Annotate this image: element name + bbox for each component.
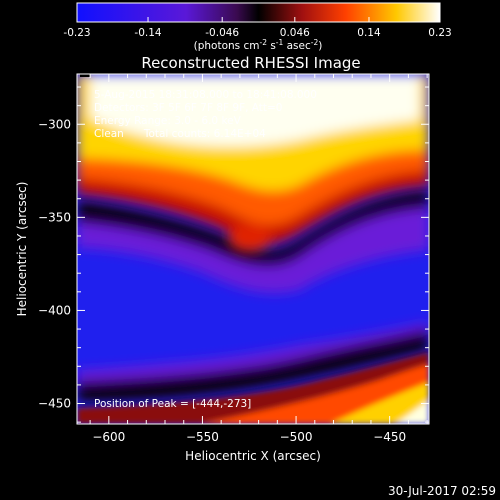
chart-title: Reconstructed RHESSI Image [141, 54, 360, 72]
colorbar-tick-label: 0.14 [357, 27, 381, 39]
annotations: 5-Aug-2015 18:31:08.000 to 18:41:08.000 … [94, 89, 317, 410]
colorbar-unit-label: (photons cm-2 s-1 asec-2) [194, 38, 323, 52]
axis-ticks: −600 −550 −500 −450 −450 −400 −350 −300 [38, 74, 429, 444]
colorbar: -0.23 -0.14 -0.046 0.046 0.14 0.23 (photons c… [63, 2, 452, 52]
heatmap-image [77, 74, 429, 424]
colorbar-ticks: -0.23 -0.14 -0.046 0.046 0.14 0.23 [63, 17, 452, 39]
x-tick-label: −500 [280, 430, 313, 444]
time-range-text: 5-Aug-2015 18:31:08.000 to 18:41:08.000 [94, 89, 317, 101]
clean-counts-text: Clean Total counts: 6.14E+04 [94, 128, 266, 140]
y-tick-label: −450 [38, 397, 71, 411]
colorbar-tick-label: 0.23 [428, 27, 451, 39]
map-top-emission-white [90, 74, 420, 147]
x-tick-label: −550 [186, 430, 219, 444]
map-bottom-emission-yellow [330, 382, 429, 424]
map-purple-band-upper [77, 205, 429, 294]
energy-range-text: Energy Range: 3.0 - 6.0 keV [94, 115, 242, 127]
peak-position-text: Position of Peak = [-444,-273] [94, 398, 251, 410]
map-bottom-emission-white [395, 400, 429, 424]
colorbar-tick-label: -0.046 [205, 27, 239, 39]
plot-frame [76, 73, 430, 425]
map-dark-valley-lower [77, 330, 429, 402]
colorbar-tick-label: 0.046 [280, 27, 310, 39]
detectors-text: Detectors: 3F 5F 6F 7F 8F 9F, Att=0 [94, 102, 283, 114]
y-tick-label: −350 [38, 210, 71, 224]
x-tick-label: −450 [373, 430, 406, 444]
colorbar-gradient [76, 2, 441, 23]
y-tick-label: −300 [38, 117, 71, 131]
y-tick-label: −400 [38, 303, 71, 317]
x-axis-label: Heliocentric X (arcsec) [185, 449, 321, 463]
footer-timestamp: 30-Jul-2017 02:59 [388, 484, 496, 498]
colorbar-tick-label: -0.14 [134, 27, 161, 39]
x-tick-label: −600 [92, 430, 125, 444]
map-red-knot [228, 224, 272, 252]
colorbar-tick-label: -0.23 [63, 27, 90, 39]
peak-marker [80, 74, 90, 77]
y-axis-label: Heliocentric Y (arcsec) [15, 182, 29, 317]
